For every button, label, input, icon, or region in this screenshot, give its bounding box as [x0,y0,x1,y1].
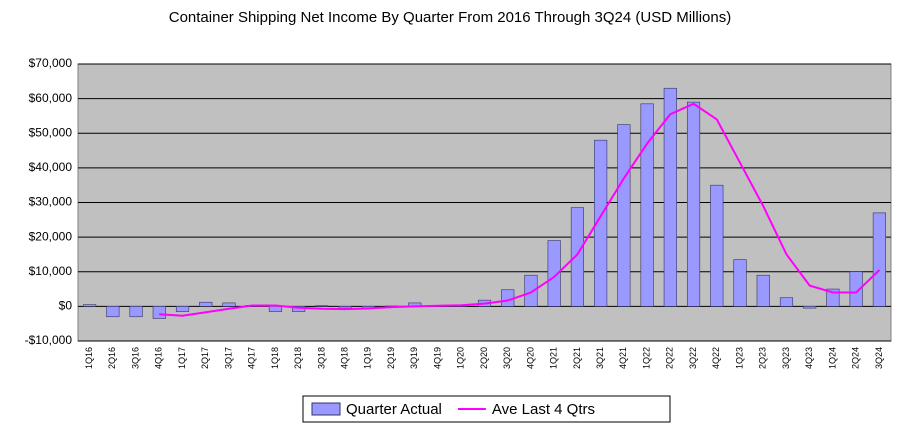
y-tick-label: -$10,000 [25,333,73,347]
x-tick-label: 2Q22 [665,347,675,369]
x-tick-label: 4Q20 [525,347,535,369]
x-tick-label: 3Q20 [502,347,512,369]
x-tick-label: 1Q20 [456,347,466,369]
bar [106,306,120,318]
bar [640,103,654,307]
bar [83,304,97,307]
x-tick-label: 3Q17 [223,347,233,369]
bar [338,306,352,309]
x-tick-label: 1Q19 [363,347,373,369]
x-tick-label: 3Q19 [409,347,419,369]
y-tick-label: $10,000 [29,264,73,278]
y-tick-label: $0 [59,299,73,313]
line [159,102,881,317]
bar [175,306,190,312]
bar [199,301,213,307]
x-tick-label: 4Q23 [804,347,814,369]
bar [710,184,724,307]
x-tick-label: 1Q16 [84,347,94,369]
y-tick-label: $50,000 [29,125,73,139]
bar [617,124,631,307]
bar [222,302,236,307]
y-tick-label: $30,000 [29,195,73,209]
bar [803,306,817,309]
bar [733,259,747,307]
x-tick-label: 2Q17 [200,347,210,369]
x-tick-label: 1Q17 [177,347,187,369]
bar [547,240,561,307]
bar [872,212,886,307]
bar [779,297,794,307]
bar [756,274,770,307]
legend-swatch [311,402,341,416]
bar [849,271,863,307]
bar [594,139,608,307]
chart-title: Container Shipping Net Income By Quarter… [169,9,731,26]
x-tick-label: 3Q23 [781,347,791,369]
x-tick-label: 4Q18 [340,347,350,369]
x-tick-label: 1Q24 [827,347,837,369]
bar [315,305,329,307]
x-tick-label: 1Q21 [549,347,559,369]
y-tick-label: $70,000 [29,56,73,70]
x-tick-label: 3Q18 [316,347,326,369]
x-tick-label: 2Q18 [293,347,303,369]
x-tick-label: 4Q22 [711,347,721,369]
bar [152,306,166,319]
x-tick-label: 1Q23 [734,347,744,369]
x-tick-label: 2Q19 [386,347,396,369]
x-tick-label: 4Q17 [247,347,257,369]
x-tick-label: 1Q18 [270,347,280,369]
bar [570,207,584,307]
x-tick-label: 3Q24 [874,347,884,369]
legend-label: Quarter Actual [346,401,442,418]
x-tick-label: 2Q21 [572,347,582,369]
bar [663,87,677,307]
x-tick-label: 2Q20 [479,347,489,369]
legend [302,395,671,423]
bar [268,306,283,312]
x-tick-label: 3Q21 [595,347,605,369]
bar [129,306,143,318]
legend-label: Ave Last 4 Qtrs [492,401,595,418]
x-tick-label: 2Q16 [107,347,117,369]
x-tick-label: 3Q22 [688,347,698,369]
x-tick-label: 4Q21 [618,347,628,369]
bar [524,274,538,307]
x-tick-label: 2Q24 [851,347,861,369]
x-tick-label: 3Q16 [130,347,140,369]
y-tick-label: $20,000 [29,229,73,243]
x-tick-label: 4Q19 [432,347,442,369]
y-tick-label: $40,000 [29,160,73,174]
y-tick-label: $60,000 [29,91,73,105]
x-tick-label: 2Q23 [758,347,768,369]
x-tick-label: 1Q22 [641,347,651,369]
x-tick-label: 4Q16 [154,347,164,369]
bar [686,101,701,307]
